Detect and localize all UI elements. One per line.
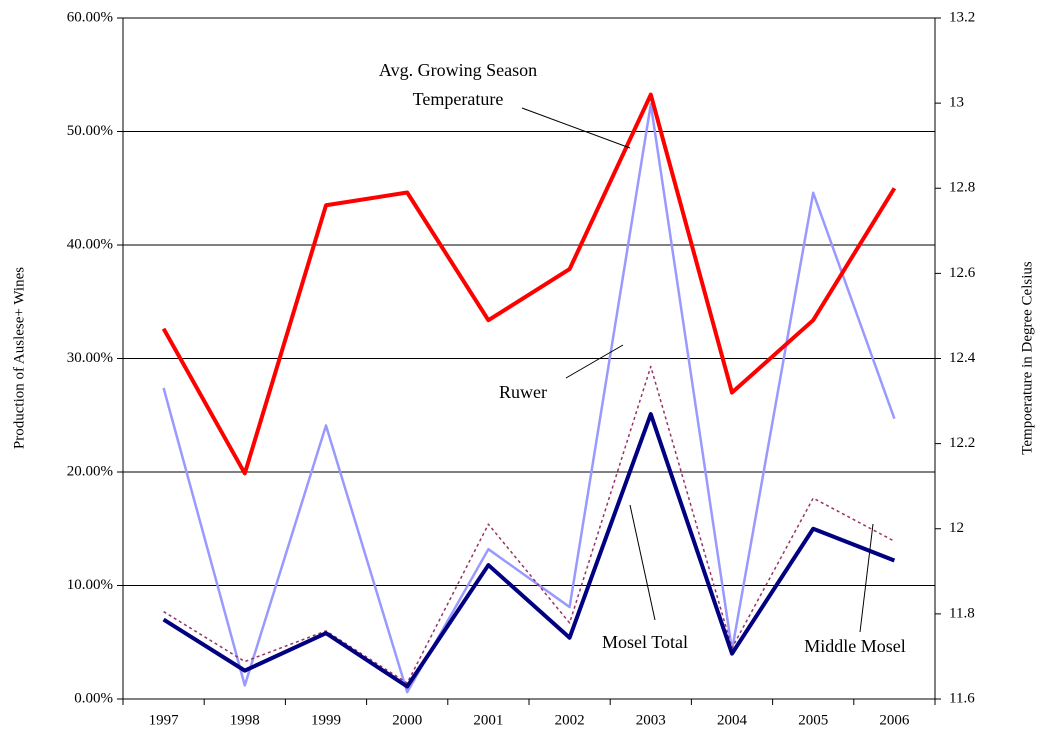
annotation-leader — [629, 504, 656, 621]
annotation-leader — [565, 344, 624, 379]
y2-tick-label: 12.2 — [949, 435, 975, 451]
x-tick-label: 2002 — [555, 712, 585, 728]
y2-tick-label: 12.6 — [949, 265, 976, 281]
y-tick-label: 20.00% — [67, 463, 113, 479]
y-tick-label: 60.00% — [67, 9, 113, 25]
y-tick-label: 10.00% — [67, 577, 113, 593]
series-line — [162, 412, 896, 689]
y2-tick-label: 12.4 — [949, 350, 976, 366]
series-line — [161, 92, 897, 476]
x-tick-label: 2000 — [392, 712, 422, 728]
y-tick-label: 50.00% — [67, 123, 113, 139]
y2-tick-label: 12 — [949, 520, 964, 536]
x-tick-label: 2001 — [473, 712, 503, 728]
x-tick-label: 2005 — [798, 712, 828, 728]
y2-tick-label: 12.8 — [949, 180, 975, 196]
x-tick-label: 1998 — [230, 712, 260, 728]
annotation: Ruwer — [499, 382, 547, 402]
x-tick-label: 2004 — [717, 712, 748, 728]
y-tick-label: 30.00% — [67, 350, 113, 366]
x-tick-label: 2003 — [636, 712, 666, 728]
x-tick-label: 1999 — [311, 712, 341, 728]
y-tick-label: 0.00% — [74, 690, 113, 706]
annotation: Middle Mosel — [804, 636, 906, 656]
annotation-leader — [521, 107, 631, 149]
series-line — [163, 365, 895, 684]
annotation-leader — [859, 523, 874, 633]
y2-axis-label: Tempoerature in Degree Celsius — [1019, 261, 1035, 455]
series-line — [162, 103, 896, 694]
annotation: Temperature — [413, 89, 504, 109]
y2-tick-label: 13 — [949, 95, 964, 111]
y-axis-label: Production of Auslese+ Wines — [11, 267, 27, 449]
annotation: Mosel Total — [602, 632, 688, 652]
y2-tick-label: 11.8 — [949, 605, 975, 621]
x-tick-label: 2006 — [879, 712, 910, 728]
y2-tick-label: 11.6 — [949, 690, 975, 706]
annotation: Avg. Growing Season — [379, 60, 537, 80]
y2-tick-label: 13.2 — [949, 9, 975, 25]
y-tick-label: 40.00% — [67, 236, 113, 252]
x-tick-label: 1997 — [149, 712, 180, 728]
